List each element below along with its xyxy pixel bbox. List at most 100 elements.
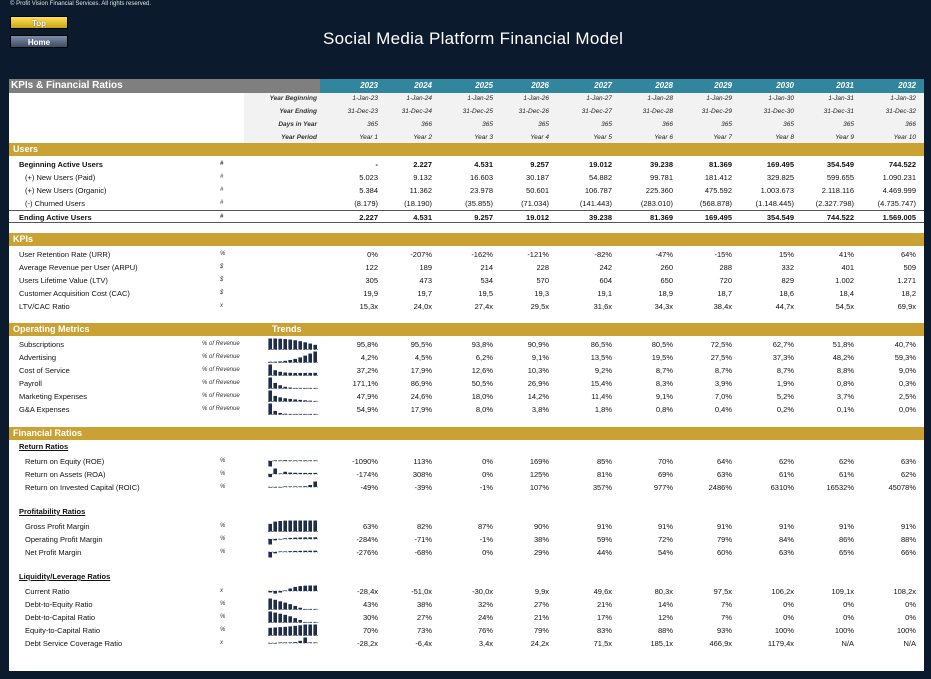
row-value: 18,9	[658, 289, 673, 298]
row-value: 70%	[657, 457, 673, 466]
row-label: Debt-to-Equity Ratio	[25, 600, 93, 609]
sparkline-bar	[293, 520, 297, 532]
row-value: 0%	[367, 250, 378, 259]
row-value: 19,3	[534, 289, 549, 298]
row-value: 91%	[778, 522, 794, 531]
row-value: 19,5%	[651, 353, 673, 362]
sparkline-bar	[293, 586, 297, 591]
sparkline-bar	[298, 550, 302, 552]
sparkline-bar	[288, 387, 292, 389]
row-value: 2486%	[708, 483, 732, 492]
sparkline-bar	[278, 627, 282, 636]
row-value: 86,5%	[590, 340, 612, 349]
sparkline-bar	[278, 371, 282, 376]
trend-sparkline	[268, 364, 318, 376]
sparkline-bar	[288, 372, 292, 376]
sparkline-bar	[283, 642, 287, 643]
timeline-cell: 366	[662, 121, 673, 128]
row-value: 29,5x	[530, 302, 549, 311]
sparkline-bar	[268, 627, 272, 636]
sparkline-bar	[283, 602, 287, 610]
row-label: Cost of Service	[19, 366, 70, 375]
sparkline-bar	[278, 385, 282, 389]
row-value: 37,2%	[356, 366, 378, 375]
row-label: Net Profit Margin	[25, 548, 82, 557]
sparkline-bar	[298, 586, 302, 591]
sparkline-bar	[278, 520, 282, 532]
row-value: 88%	[900, 535, 916, 544]
year-header-2023: 2023	[360, 81, 378, 90]
row-value: 185,1x	[650, 639, 673, 648]
sparkline-bar	[283, 386, 287, 389]
row-value: 8,0%	[475, 405, 493, 414]
row-value: 4.531	[474, 160, 493, 169]
row-value: 23.978	[470, 186, 493, 195]
sparkline-bar	[288, 642, 292, 643]
row-unit: % of Revenue	[202, 367, 240, 373]
row-value: 16532%	[826, 483, 854, 492]
row-value: (71.034)	[521, 199, 549, 208]
sparkline-bar	[268, 390, 272, 402]
row-value: 86%	[838, 535, 854, 544]
row-value: 62%	[838, 457, 854, 466]
top-button[interactable]: Top	[10, 16, 68, 29]
row-value: 64%	[716, 457, 732, 466]
row-value: 181.412	[704, 173, 732, 182]
timeline-cell: 366	[421, 121, 432, 128]
row-label: G&A Expenses	[19, 405, 70, 414]
row-value: 81%	[596, 470, 612, 479]
row-value: 97,5x	[713, 587, 732, 596]
operating-section-header: Operating Metrics Trends	[9, 323, 924, 336]
row-value: (35.855)	[465, 199, 493, 208]
timeline-cell: 31-Dec-28	[642, 108, 673, 115]
timeline-cell: 365	[843, 121, 854, 128]
row-value: 91%	[716, 522, 732, 531]
row-value: (1.148.445)	[755, 199, 794, 208]
row-value: -28,2x	[357, 639, 378, 648]
row-value: 260	[660, 263, 673, 272]
sparkline-bar	[308, 550, 312, 552]
timeline-cell: 365	[783, 121, 794, 128]
row-value: 15,4%	[590, 379, 612, 388]
row-value: 99.781	[650, 173, 673, 182]
trend-sparkline	[268, 390, 318, 402]
row-unit: %	[220, 484, 226, 490]
table-row: G&A Expenses % of Revenue 54,9% 17,9% 8,0% 3,…	[9, 403, 924, 416]
row-value: 2.227	[413, 160, 432, 169]
trend-sparkline	[268, 598, 318, 610]
table-row: Debt Service Coverage Ratio x -28,2x -6,4x 3…	[9, 637, 924, 650]
row-value: 225.360	[645, 186, 673, 195]
row-value: 3,4x	[478, 639, 493, 648]
sparkline-bar	[298, 520, 302, 532]
sparkline-bar	[288, 551, 292, 552]
sparkline-bar	[293, 605, 297, 610]
sparkline-bar	[313, 413, 317, 415]
row-value: (568.878)	[699, 199, 732, 208]
sparkline-bar	[268, 598, 272, 610]
row-value: 19.012	[526, 213, 549, 222]
row-value: 54.882	[589, 173, 612, 182]
sparkline-bar	[293, 537, 297, 539]
sparkline-bar	[303, 387, 307, 389]
row-value: 44%	[596, 548, 612, 557]
row-unit: % of Revenue	[202, 406, 240, 412]
sparkline-bar	[273, 382, 277, 389]
sparkline-bar	[293, 387, 297, 389]
row-value: 108,2x	[893, 587, 916, 596]
trend-sparkline	[268, 460, 318, 467]
trend-sparkline	[268, 585, 318, 594]
sparkline-bar	[303, 486, 307, 487]
home-button[interactable]: Home	[10, 35, 68, 48]
sparkline-bar	[288, 398, 292, 402]
row-value: 69%	[657, 470, 673, 479]
trend-sparkline	[268, 338, 318, 350]
row-value: 4.531	[413, 213, 432, 222]
row-value: -1%	[479, 483, 493, 492]
sparkline-bar	[293, 550, 297, 552]
sparkline-bar	[268, 552, 272, 558]
sparkline-bar	[298, 607, 302, 610]
row-value: 106.787	[584, 186, 612, 195]
row-unit: %	[220, 251, 226, 257]
row-value: 91%	[900, 522, 916, 531]
timeline-cell: Year 10	[893, 134, 916, 141]
